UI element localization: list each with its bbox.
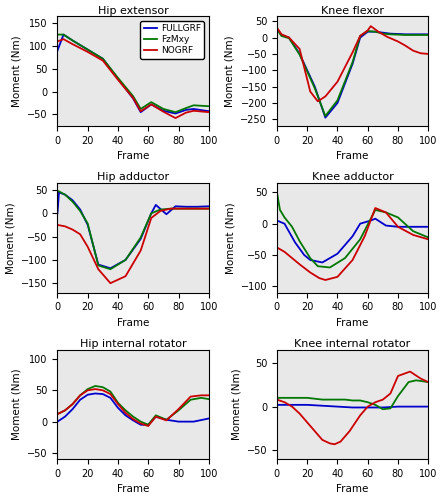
Title: Hip adductor: Hip adductor <box>97 172 169 182</box>
Title: Knee flexor: Knee flexor <box>321 6 384 16</box>
Title: Knee adductor: Knee adductor <box>312 172 393 182</box>
X-axis label: Frame: Frame <box>117 318 149 328</box>
Y-axis label: Moment (Nm): Moment (Nm) <box>12 36 22 107</box>
Y-axis label: Moment (Nm): Moment (Nm) <box>6 202 16 274</box>
Legend: FULLGRF, FzMxy, NOGRF: FULLGRF, FzMxy, NOGRF <box>140 21 204 59</box>
X-axis label: Frame: Frame <box>117 484 149 494</box>
X-axis label: Frame: Frame <box>336 484 369 494</box>
Title: Hip extensor: Hip extensor <box>98 6 168 16</box>
X-axis label: Frame: Frame <box>117 151 149 161</box>
Y-axis label: Moment (Nm): Moment (Nm) <box>225 202 235 274</box>
Title: Knee internal rotator: Knee internal rotator <box>295 339 411 349</box>
Y-axis label: Moment (Nm): Moment (Nm) <box>225 36 235 107</box>
X-axis label: Frame: Frame <box>336 151 369 161</box>
Y-axis label: Moment (Nm): Moment (Nm) <box>12 368 22 440</box>
Y-axis label: Moment (Nm): Moment (Nm) <box>231 368 241 440</box>
Title: Hip internal rotator: Hip internal rotator <box>80 339 187 349</box>
X-axis label: Frame: Frame <box>336 318 369 328</box>
